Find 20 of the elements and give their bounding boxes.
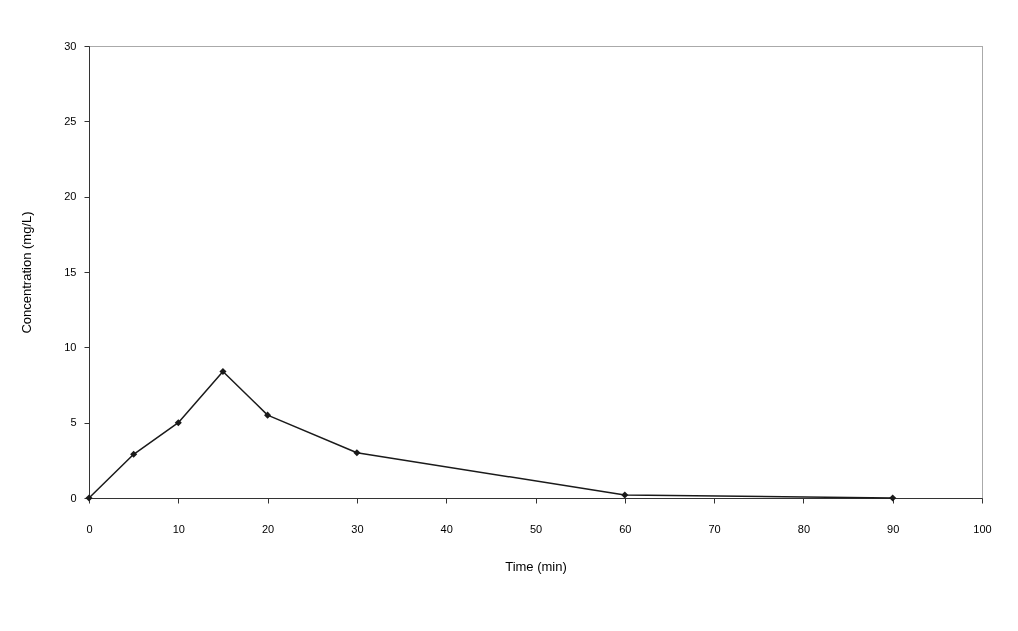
- y-tick-label: 10: [64, 340, 77, 353]
- y-tick-label: 15: [64, 265, 77, 278]
- x-axis-title: Time (min): [505, 558, 567, 574]
- y-tick-label: 0: [70, 491, 77, 504]
- y-axis-title: Concentration (mg/L): [19, 211, 35, 334]
- x-tick-label: 50: [529, 522, 543, 535]
- y-tick-label: 20: [64, 190, 77, 203]
- x-tick-label: 30: [351, 522, 364, 535]
- x-tick-label: 40: [440, 522, 453, 535]
- y-tick-label: 30: [64, 39, 77, 52]
- x-tick-label: 60: [619, 522, 632, 535]
- x-tick-label: 80: [797, 522, 811, 535]
- x-tick-label: 100: [973, 522, 992, 535]
- y-tick-label: 5: [70, 416, 77, 429]
- x-tick-label: 90: [887, 522, 900, 535]
- x-tick-label: 70: [708, 522, 721, 535]
- x-tick-label: 20: [261, 522, 275, 535]
- x-tick-label: 10: [172, 522, 185, 535]
- x-tick-label: 0: [86, 522, 93, 535]
- y-tick-label: 25: [64, 114, 77, 127]
